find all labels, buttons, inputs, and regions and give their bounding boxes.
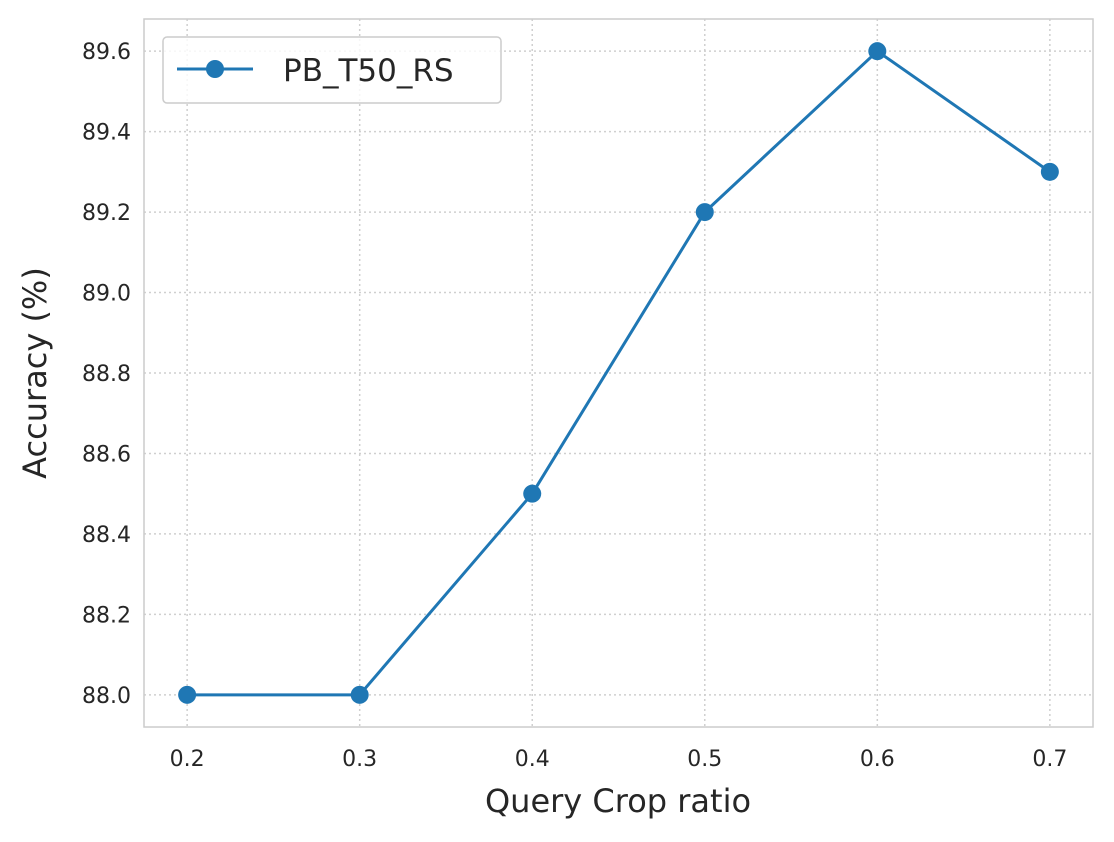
y-tick-label: 88.4 — [82, 523, 131, 548]
series-line — [187, 49, 1051, 697]
data-point — [523, 484, 542, 503]
legend-box — [162, 36, 502, 104]
data-point — [868, 42, 887, 61]
data-point — [350, 685, 369, 704]
grid-lines — [144, 19, 1093, 727]
x-tick-label: 0.2 — [170, 747, 205, 772]
data-point — [1040, 162, 1059, 181]
x-axis-label: Query Crop ratio — [485, 782, 751, 820]
series-layer — [178, 42, 1059, 704]
y-tick-label: 89.0 — [82, 282, 131, 307]
y-tick-label: 89.2 — [82, 201, 131, 226]
plot-area-frame — [143, 18, 1094, 728]
y-tick-label: 88.8 — [82, 362, 131, 387]
y-tick-label: 88.2 — [82, 603, 131, 628]
y-tick-label: 89.4 — [82, 121, 131, 146]
data-point — [695, 203, 714, 222]
y-tick-label: 89.6 — [82, 40, 131, 65]
x-tick-label: 0.5 — [687, 747, 722, 772]
legend: PB_T50_RS — [162, 36, 502, 104]
x-tick-label: 0.3 — [342, 747, 377, 772]
legend-series-label: PB_T50_RS — [283, 53, 454, 89]
x-tick-label: 0.6 — [860, 747, 895, 772]
x-tick-label: 0.4 — [515, 747, 550, 772]
data-point — [178, 685, 197, 704]
y-tick-label: 88.0 — [82, 684, 131, 709]
x-axis-ticks: 0.2 0.3 0.4 0.5 0.6 0.7 — [170, 747, 1068, 772]
y-axis-label: Accuracy (%) — [16, 267, 54, 479]
y-axis-ticks: 88.0 88.2 88.4 88.6 88.8 89.0 89.2 89.4 89.6 — [82, 40, 131, 709]
x-tick-label: 0.7 — [1032, 747, 1067, 772]
legend-series-marker — [206, 60, 224, 78]
y-tick-label: 88.6 — [82, 442, 131, 467]
